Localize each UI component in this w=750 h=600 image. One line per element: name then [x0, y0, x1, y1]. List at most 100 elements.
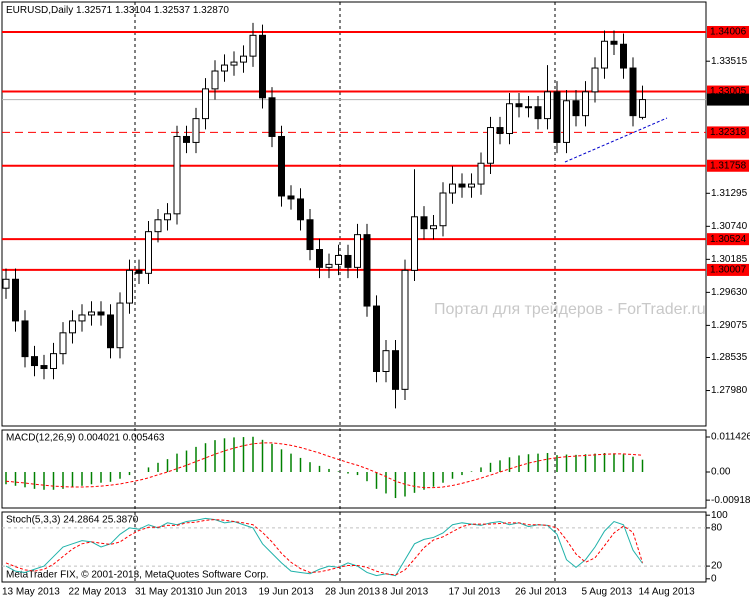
candle-body — [449, 183, 456, 194]
x-tick-label: 14 Aug 2013 — [639, 587, 696, 598]
level-label: 1.32318 — [710, 127, 747, 138]
y-tick-label: 1.30185 — [711, 254, 748, 265]
candle-body — [135, 269, 143, 274]
level-label: 1.30007 — [710, 265, 747, 276]
y-tick-label: 0.011426 — [711, 432, 750, 443]
candle-body — [259, 34, 266, 99]
candle-body — [572, 100, 580, 117]
indicator-line — [5, 442, 643, 489]
candle-body — [582, 91, 589, 117]
candle-body — [88, 311, 95, 316]
y-tick-label: -0.009182 — [711, 495, 750, 506]
candle-body — [107, 314, 114, 349]
candle-body — [563, 100, 570, 143]
candle-body — [601, 40, 608, 69]
candle-body — [192, 118, 200, 143]
candle-body — [40, 365, 48, 370]
candle-body — [154, 219, 162, 233]
candle-body — [382, 350, 390, 372]
candle-body — [392, 350, 399, 390]
footer: MetaTrader FIX, © 2001-2013, MetaQuotes … — [6, 570, 269, 581]
y-tick-label: 0.00 — [711, 467, 731, 478]
level-label-box — [707, 25, 749, 38]
x-tick-label: 17 Jul 2013 — [449, 587, 501, 598]
indicator-line — [5, 519, 643, 576]
x-tick-label: 28 Jun 2013 — [325, 587, 380, 598]
y-tick-label: 1.27980 — [711, 385, 748, 396]
candle-body — [164, 213, 171, 221]
candle-body — [12, 278, 19, 322]
candle-body — [354, 234, 361, 268]
y-tick-label: 1.33515 — [711, 56, 748, 67]
candle-body — [534, 106, 542, 120]
candle-body — [268, 97, 276, 137]
candle-body — [97, 311, 105, 316]
macd-title: MACD(12,26,9) 0.004021 0.005463 — [6, 433, 165, 444]
y-tick-label: 1.29630 — [711, 287, 748, 298]
level-label: 1.33005 — [710, 86, 747, 97]
trend-line — [564, 117, 668, 163]
x-tick-label: 22 May 2013 — [69, 587, 127, 598]
candle-body — [468, 183, 475, 188]
candle-body — [458, 183, 466, 188]
y-tick-label: 1.30740 — [711, 221, 748, 232]
last-price-label: 1.32870 — [710, 94, 747, 105]
candle-body — [639, 99, 646, 118]
candle-body — [477, 162, 485, 185]
candle-body — [591, 67, 599, 93]
y-tick-label: 0 — [711, 573, 717, 584]
candle-body — [610, 40, 618, 45]
stoch-title: Stoch(5,3,3) 24.2864 25.3870 — [6, 515, 139, 526]
candle-body — [50, 353, 57, 370]
level-label-box — [707, 233, 749, 246]
x-tick-label: 13 May 2013 — [2, 587, 60, 598]
candle-body — [2, 278, 10, 289]
stoch-panel — [1, 511, 707, 583]
macd-panel — [1, 429, 707, 509]
level-label: 1.31758 — [710, 160, 747, 171]
candle-body — [344, 254, 352, 268]
candle-body — [183, 135, 190, 143]
candle-body — [230, 61, 238, 66]
level-label-box — [707, 159, 749, 172]
candle-body — [430, 225, 437, 230]
candle-body — [411, 216, 418, 271]
chart-title: EURUSD,Daily 1.32571 1.33104 1.32537 1.3… — [6, 5, 229, 16]
candle-body — [420, 216, 428, 230]
indicator-line — [5, 517, 643, 577]
x-tick-label: 5 Aug 2013 — [582, 587, 633, 598]
y-tick-label: 20 — [711, 561, 723, 572]
x-tick-label: 19 Jun 2013 — [259, 587, 314, 598]
x-tick-label: 10 Jun 2013 — [192, 587, 247, 598]
candle-body — [126, 269, 133, 304]
candle-body — [240, 55, 247, 63]
candle-body — [116, 302, 124, 349]
level-label-box — [707, 263, 749, 276]
symbol: EURUSD,Daily — [6, 5, 73, 16]
y-tick-label: 1.29075 — [711, 320, 748, 331]
quote-low: 1.32537 — [154, 5, 191, 16]
main-panel — [1, 1, 707, 427]
candle-body — [249, 34, 257, 57]
candle-body — [629, 67, 637, 117]
candle-body — [487, 127, 494, 164]
candle-body — [69, 320, 76, 334]
candle-body — [287, 195, 295, 200]
candle-body — [620, 43, 627, 69]
candle-body — [496, 127, 504, 134]
candle-body — [211, 70, 219, 90]
candle-body — [553, 91, 561, 143]
candle-body — [202, 88, 209, 120]
level-label: 1.34006 — [710, 27, 747, 38]
y-tick-label: 1.31295 — [711, 188, 748, 199]
watermark: Портал для трейдеров - ForTrader.ru — [434, 301, 706, 318]
candle-body — [59, 332, 67, 355]
candle-body — [335, 254, 342, 265]
candle-body — [145, 231, 152, 274]
y-tick-label: 100 — [711, 510, 728, 521]
y-tick-label: 80 — [711, 523, 723, 534]
candle-body — [173, 135, 181, 215]
candle-body — [401, 269, 409, 390]
candle-body — [373, 305, 380, 372]
